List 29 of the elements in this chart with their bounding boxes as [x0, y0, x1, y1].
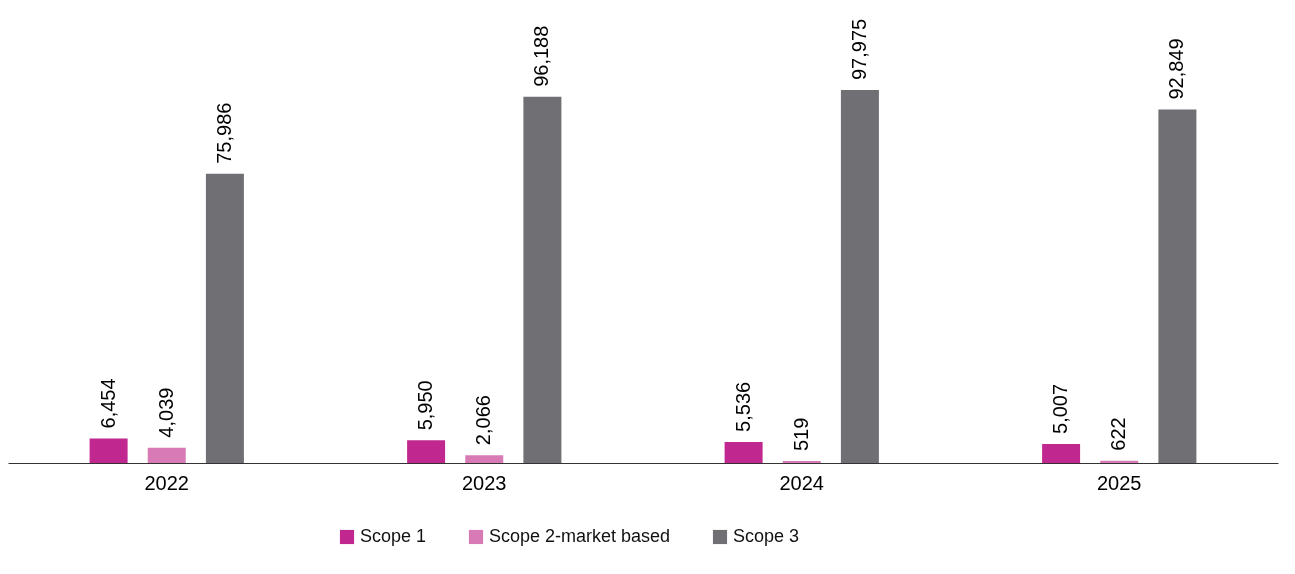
- bar: [147, 447, 186, 463]
- data-label: 622: [1107, 417, 1130, 451]
- bar: [1158, 109, 1197, 463]
- bar: [89, 438, 128, 463]
- bar: [840, 90, 879, 463]
- data-label: 97,975: [847, 18, 870, 81]
- x-tick-label: 2025: [1097, 471, 1142, 494]
- data-label: 5,007: [1049, 383, 1072, 434]
- bar: [407, 440, 446, 463]
- data-label: 96,188: [530, 25, 553, 87]
- bar: [1042, 443, 1081, 463]
- bar: [205, 173, 244, 463]
- data-label: 92,849: [1165, 38, 1188, 100]
- data-label: 4,039: [154, 387, 177, 438]
- x-tick-label: 2024: [779, 471, 824, 494]
- data-label: 5,536: [731, 381, 754, 432]
- data-label: 6,454: [96, 378, 119, 429]
- data-label: 2,066: [472, 395, 495, 446]
- bar: [465, 455, 504, 463]
- x-tick-label: 2023: [462, 471, 507, 494]
- data-label: 75,986: [212, 102, 235, 164]
- x-tick-label: 2022: [144, 471, 189, 494]
- legend-label: Scope 3: [733, 526, 800, 546]
- bar: [523, 96, 562, 463]
- legend-label: Scope 1: [360, 526, 427, 546]
- data-label: 5,950: [414, 380, 437, 431]
- data-label: 519: [789, 417, 812, 452]
- legend-label: Scope 2-market based: [489, 526, 671, 546]
- bar: [724, 441, 763, 463]
